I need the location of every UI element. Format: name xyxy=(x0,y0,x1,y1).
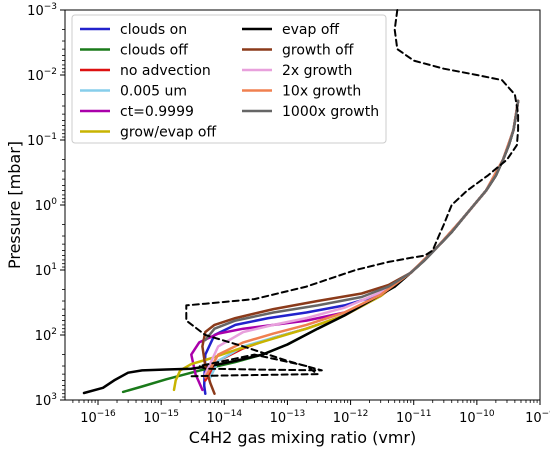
y-tick-exp-2: −1 xyxy=(44,132,57,142)
x-axis-label: C4H2 gas mixing ratio (vmr) xyxy=(189,428,416,447)
x-tick-base-4: 10 xyxy=(333,411,350,426)
x-tick-base-1: 10 xyxy=(143,411,160,426)
x-tick-label-2: 10−14 xyxy=(207,409,243,426)
x-tick-exp-5: −11 xyxy=(412,409,431,419)
x-tick-label-0: 10−16 xyxy=(80,409,116,426)
x-tick-label-3: 10−13 xyxy=(270,409,306,426)
legend-items: clouds on clouds off no advection 0.005 um c… xyxy=(80,22,379,141)
x-tick-label-4: 10−12 xyxy=(333,409,369,426)
x-tick-exp-0: −16 xyxy=(97,409,116,419)
legend-label-1: clouds off xyxy=(120,43,188,59)
x-tick-exp-7: −9 xyxy=(542,409,550,419)
x-tick-label-6: 10−10 xyxy=(459,409,495,426)
y-tick-base-4: 10 xyxy=(35,264,52,279)
y-tick-base-6: 10 xyxy=(35,394,52,409)
legend-label-0: clouds on xyxy=(120,22,187,38)
x-tick-base-3: 10 xyxy=(270,411,287,426)
series-line-11 xyxy=(185,9,520,378)
x-tick-base-0: 10 xyxy=(80,411,97,426)
y-tick-label-0: 10−3 xyxy=(27,2,57,19)
y-tick-exp-6: 3 xyxy=(51,392,57,402)
x-tick-exp-2: −14 xyxy=(223,409,242,419)
legend-label-7: growth off xyxy=(282,43,354,59)
legend: clouds on clouds off no advection 0.005 um c… xyxy=(71,14,387,144)
y-tick-label-3: 100 xyxy=(35,197,58,214)
y-tick-exp-4: 1 xyxy=(51,262,57,272)
legend-label-3: 0.005 um xyxy=(120,84,187,100)
y-tick-exp-3: 0 xyxy=(51,197,57,207)
legend-label-5: grow/evap off xyxy=(120,125,216,141)
y-tick-exp-1: −2 xyxy=(44,67,57,77)
legend-box xyxy=(71,14,387,144)
x-tick-label-5: 10−11 xyxy=(396,409,432,426)
x-tick-base-5: 10 xyxy=(396,411,413,426)
x-tick-exp-3: −13 xyxy=(286,409,305,419)
legend-label-6: evap off xyxy=(282,22,339,38)
y-tick-label-4: 101 xyxy=(35,262,57,279)
x-tick-exp-1: −15 xyxy=(160,409,179,419)
x-tick-base-2: 10 xyxy=(207,411,224,426)
series-layer xyxy=(82,9,520,395)
y-tick-base-5: 10 xyxy=(35,329,52,344)
legend-label-9: 10x growth xyxy=(282,84,361,100)
x-tick-exp-6: −10 xyxy=(476,409,495,419)
y-axis-label: Pressure [mbar] xyxy=(5,141,24,269)
y-tick-label-2: 10−1 xyxy=(27,132,57,149)
x-tick-exp-4: −12 xyxy=(349,409,368,419)
x-tick-base-7: 10 xyxy=(525,411,542,426)
y-tick-base-1: 10 xyxy=(27,69,44,84)
x-tick-base-6: 10 xyxy=(459,411,476,426)
legend-label-10: 1000x growth xyxy=(282,104,379,120)
y-tick-label-5: 102 xyxy=(35,327,57,344)
y-tick-exp-5: 2 xyxy=(51,327,57,337)
y-tick-base-2: 10 xyxy=(27,134,44,149)
y-tick-exp-0: −3 xyxy=(44,2,57,12)
legend-label-4: ct=0.9999 xyxy=(120,104,194,120)
legend-label-8: 2x growth xyxy=(282,63,352,79)
series-line-10 xyxy=(204,99,520,342)
y-tick-label-6: 103 xyxy=(35,392,57,409)
x-tick-label-7: 10−9 xyxy=(525,409,550,426)
tick-layer: 10−1610−1510−1410−1310−1210−1110−1010−91… xyxy=(27,2,550,426)
x-tick-label-1: 10−15 xyxy=(143,409,179,426)
legend-label-2: no advection xyxy=(120,63,211,79)
y-tick-base-0: 10 xyxy=(27,4,44,19)
y-tick-label-1: 10−2 xyxy=(27,67,57,84)
y-tick-base-3: 10 xyxy=(35,199,52,214)
